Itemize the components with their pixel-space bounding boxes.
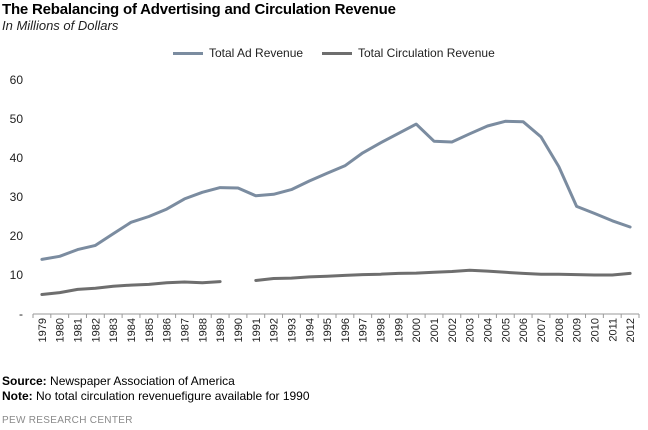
legend-swatch-circulation-revenue <box>322 51 352 55</box>
x-tick-label: 1992 <box>269 318 281 342</box>
source-line: Source: Newspaper Association of America <box>2 374 235 388</box>
x-tick-label: 1999 <box>393 318 405 342</box>
y-tick-label: 20 <box>10 229 24 243</box>
x-tick-label: 1997 <box>358 318 370 342</box>
x-tick-label: 1984 <box>126 318 138 342</box>
x-tick-label: 2005 <box>500 318 512 342</box>
x-tick-label: 1979 <box>37 318 49 342</box>
legend-item-ad-revenue: Total Ad Revenue <box>173 45 303 61</box>
x-tick-label: 2010 <box>589 318 601 342</box>
x-tick-label: 1995 <box>322 318 334 342</box>
credit-text: PEW RESEARCH CENTER <box>2 415 133 426</box>
x-tick-label: 2001 <box>429 318 441 342</box>
x-tick-label: 1985 <box>144 318 156 342</box>
x-tick-label: 1996 <box>340 318 352 342</box>
x-tick-label: 2006 <box>518 318 530 342</box>
note-line: Note: No total circulation revenuefigure… <box>2 389 310 403</box>
y-tick-label: - <box>19 307 23 321</box>
note-text: No total circulation revenuefigure avail… <box>36 389 310 403</box>
y-tick-label: 50 <box>10 112 24 126</box>
line-chart: - 10 20 30 40 50 60 1979 1980 1981 1982 1983 1984 198… <box>10 73 640 342</box>
y-tick-label: 30 <box>10 190 24 204</box>
source-label: Source: <box>2 374 47 388</box>
x-tick-label: 1994 <box>304 318 316 342</box>
x-tick-label: 1991 <box>251 318 263 342</box>
x-tick-label: 2003 <box>465 318 477 342</box>
x-tick-label: 2009 <box>572 318 584 342</box>
chart-title: The Rebalancing of Advertising and Circu… <box>2 1 396 18</box>
x-tick-label: 1988 <box>197 318 209 342</box>
y-tick-label: 60 <box>10 73 24 87</box>
series-line-circulation-revenue <box>254 268 632 282</box>
x-tick-label: 2011 <box>607 318 619 342</box>
y-tick-label: 40 <box>10 151 24 165</box>
x-tick-label: 1981 <box>73 318 85 342</box>
x-tick-label: 2002 <box>447 318 459 342</box>
note-label: Note: <box>2 389 33 403</box>
legend-item-circulation-revenue: Total Circulation Revenue <box>322 45 495 61</box>
x-tick-label: 2008 <box>554 318 566 342</box>
x-tick-label: 1986 <box>162 318 174 342</box>
source-text: Newspaper Association of America <box>50 374 235 388</box>
x-tick-label: 1989 <box>215 318 227 342</box>
x-tick-label: 2000 <box>411 318 423 342</box>
x-tick-label: 1980 <box>55 318 67 342</box>
chart-subtitle: In Millions of Dollars <box>2 18 119 33</box>
series-line-circulation-revenue <box>40 280 222 296</box>
x-tick-label: 1990 <box>233 318 245 342</box>
x-tick-label: 1982 <box>90 318 102 342</box>
x-tick-label: 1998 <box>376 318 388 342</box>
legend-label-ad-revenue: Total Ad Revenue <box>209 46 304 60</box>
x-tick-label: 1983 <box>108 318 120 342</box>
y-tick-label: 10 <box>10 268 24 282</box>
x-tick-label: 1987 <box>180 318 192 342</box>
series-line-ad-revenue <box>40 119 632 261</box>
x-tick-label: 2004 <box>483 318 495 342</box>
x-tick-label: 1993 <box>286 318 298 342</box>
legend-label-circulation-revenue: Total Circulation Revenue <box>358 46 495 60</box>
x-tick-label: 2007 <box>536 318 548 342</box>
legend-swatch-ad-revenue <box>173 51 203 55</box>
x-tick-label: 2012 <box>625 318 637 342</box>
